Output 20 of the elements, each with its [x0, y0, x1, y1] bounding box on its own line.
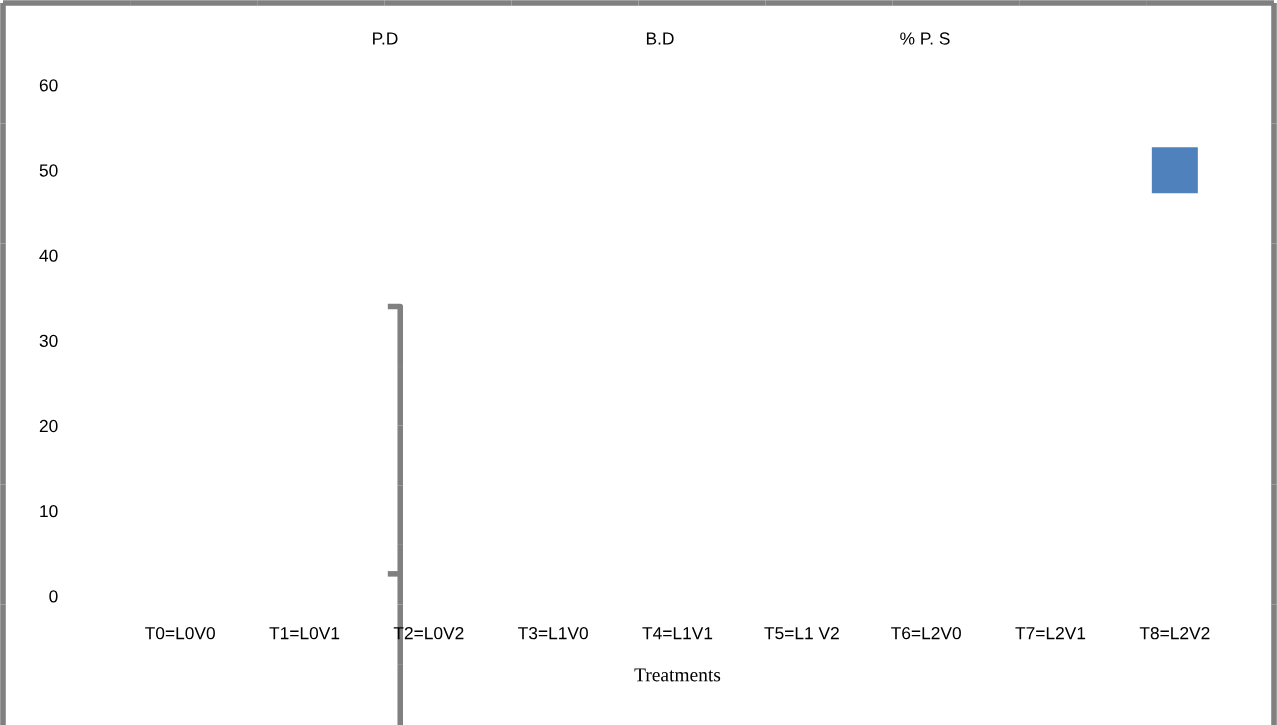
- x-tick-label: T7=L2V1: [1015, 627, 1086, 640]
- y-tick-label: 0: [49, 590, 58, 603]
- x-tick-label: T6=L2V0: [891, 627, 961, 640]
- x-tick-label: T3=L1V0: [518, 627, 588, 640]
- y-tick-label: 50: [39, 164, 58, 177]
- text: % P. S: [900, 32, 950, 45]
- y-tick-label: 40: [39, 249, 58, 262]
- x-tick-label: T4=L1V1: [642, 627, 713, 640]
- x-tick-label: T8=L2V2: [1139, 627, 1210, 640]
- y-tick-label: 20: [39, 419, 58, 433]
- y-tick-label: 10: [40, 505, 58, 518]
- y-tick-label: 60: [39, 79, 58, 92]
- x-tick-label: T5=L1 V2: [764, 627, 839, 640]
- x-axis-title: Treatments: [634, 668, 721, 682]
- x-tick-label: T1=L0V1: [269, 627, 340, 640]
- x-tick-label: T2=L0V2: [393, 627, 464, 640]
- text: B.D: [646, 32, 674, 45]
- y-tick-label: 30: [39, 334, 58, 347]
- x-tick-label: T0=L0V0: [145, 627, 215, 640]
- text: P.D: [373, 32, 398, 45]
